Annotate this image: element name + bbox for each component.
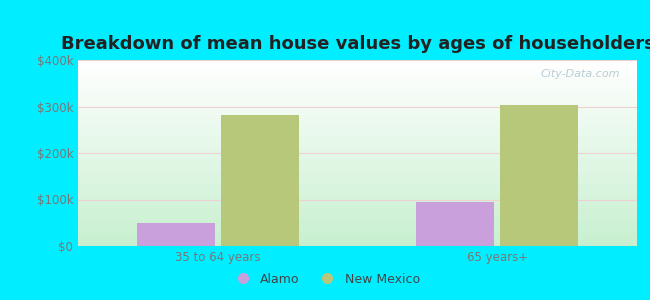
Bar <box>416 202 495 246</box>
Text: City-Data.com: City-Data.com <box>541 69 620 79</box>
Title: Breakdown of mean house values by ages of householders: Breakdown of mean house values by ages o… <box>60 35 650 53</box>
Bar <box>136 223 215 246</box>
Legend: Alamo, New Mexico: Alamo, New Mexico <box>225 268 425 291</box>
Bar <box>220 115 299 246</box>
Bar <box>500 105 578 246</box>
